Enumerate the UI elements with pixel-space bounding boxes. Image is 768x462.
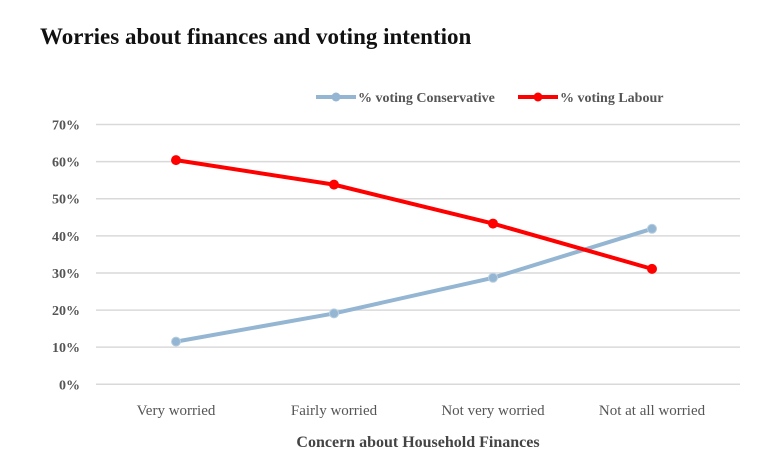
y-tick-label: 10% [52, 341, 80, 356]
y-tick-label: 0% [59, 378, 80, 393]
x-tick-label: Very worried [137, 403, 216, 419]
x-tick-label: Fairly worried [291, 403, 378, 419]
data-point [488, 218, 498, 229]
legend-marker [331, 92, 341, 102]
legend-label: % voting Labour [560, 91, 663, 106]
series-line-0 [175, 226, 653, 344]
y-tick-label: 30% [52, 267, 80, 282]
data-point [488, 272, 498, 283]
y-tick-label: 70% [52, 119, 80, 134]
x-axis-label: Concern about Household Finances [296, 434, 539, 451]
series-line-1 [175, 158, 653, 271]
y-tick-label: 50% [52, 193, 80, 208]
legend-label: % voting Conservative [358, 91, 495, 106]
y-tick-label: 20% [52, 304, 80, 319]
chart-title: Worries about finances and voting intent… [40, 24, 472, 49]
y-tick-label: 40% [52, 230, 80, 245]
data-point [171, 155, 181, 166]
data-point [647, 223, 657, 234]
legend-marker [533, 92, 543, 102]
y-tick-label: 60% [52, 156, 80, 171]
data-point [329, 308, 339, 319]
data-point [329, 179, 339, 190]
x-tick-label: Not at all worried [599, 403, 706, 419]
x-tick-label: Not very worried [441, 403, 545, 419]
data-point [171, 336, 181, 347]
data-point [647, 263, 657, 274]
